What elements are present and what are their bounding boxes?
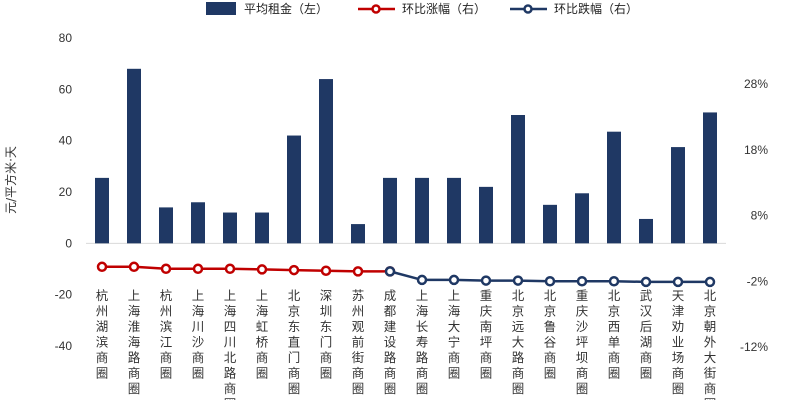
- rise-marker: [96, 261, 108, 273]
- right-tick-label: -12%: [740, 340, 768, 354]
- category-label: 天津劝业场商圈: [672, 288, 685, 396]
- fall-marker: [608, 276, 620, 287]
- category-label: 北京朝外大街商圈: [704, 288, 717, 400]
- bars: [95, 68, 717, 244]
- rise-marker: [288, 264, 300, 276]
- right-tick-label: 28%: [744, 77, 768, 91]
- rise-marker: [256, 264, 268, 275]
- bar: [607, 131, 621, 244]
- category-label: 成都建设路商圈: [384, 288, 397, 396]
- legend-label-avg-rent: 平均租金（左）: [244, 1, 328, 16]
- fall-marker: [480, 275, 492, 286]
- bar: [319, 79, 333, 244]
- left-tick-label: 0: [65, 236, 72, 250]
- left-tick-label: 60: [59, 82, 73, 96]
- fall-marker: [416, 274, 428, 286]
- left-tick-label: 80: [59, 31, 73, 45]
- bar: [255, 212, 269, 244]
- right-tick-label: 18%: [744, 143, 768, 157]
- bar: [159, 207, 173, 244]
- fall-marker: [448, 274, 460, 286]
- bar: [671, 147, 685, 244]
- category-label: 杭州滨江商圈: [160, 288, 173, 381]
- category-label: 北京鲁谷商圈: [544, 288, 557, 381]
- rise-marker: [224, 263, 236, 275]
- category-label: 北京东直门商圈: [288, 288, 301, 396]
- legend-swatch-avg-rent: [206, 2, 236, 15]
- bar: [351, 224, 365, 244]
- fall-marker: [704, 276, 716, 288]
- fall-marker: [544, 276, 556, 287]
- category-label: 重庆南坪商圈: [480, 288, 493, 381]
- legend-label-rise: 环比涨幅（右）: [402, 1, 486, 16]
- category-label: 苏州观前街商圈: [352, 288, 365, 396]
- rise-marker: [352, 266, 364, 277]
- y-axis-label: 元/平方米·天: [3, 146, 18, 214]
- bar: [127, 68, 141, 244]
- fall-marker: [640, 276, 652, 288]
- bar: [287, 135, 301, 244]
- category-label: 上海虹桥商圈: [256, 288, 269, 381]
- bar: [479, 186, 493, 244]
- bar: [95, 177, 109, 244]
- left-tick-label: 40: [59, 134, 73, 148]
- left-tick-label: 20: [59, 185, 73, 199]
- left-tick-label: -20: [55, 288, 73, 302]
- left-axis-ticks: -40 -20 0 20 40 60 80: [55, 31, 73, 353]
- left-tick-label: -40: [55, 339, 73, 353]
- category-label: 上海大宁商圈: [448, 288, 461, 381]
- fall-marker: [672, 276, 684, 288]
- category-label: 杭州湖滨商圈: [96, 288, 109, 381]
- rise-line: [102, 265, 390, 273]
- bar: [383, 177, 397, 244]
- rise-marker: [320, 265, 332, 276]
- rise-marker: [128, 261, 140, 273]
- legend-label-fall: 环比跌幅（右）: [554, 1, 638, 16]
- category-label: 上海四川北路商圈: [224, 288, 237, 400]
- bar: [191, 202, 205, 244]
- rise-marker: [160, 263, 172, 275]
- bar: [639, 218, 653, 244]
- bar: [511, 115, 525, 244]
- right-tick-label: -2%: [747, 274, 769, 288]
- category-label: 武汉后湖商圈: [640, 288, 653, 381]
- category-label: 上海川沙商圈: [192, 288, 205, 381]
- category-labels: 杭州湖滨商圈 上海淮海路商圈 杭州滨江商圈 上海川沙商圈 上海四川北路商圈 上海虹桥商圈 北…: [96, 288, 717, 400]
- bar: [223, 212, 237, 244]
- category-label: 北京远大路商圈: [512, 288, 525, 396]
- bar: [543, 204, 557, 244]
- category-label: 上海长寿路商圈: [416, 288, 429, 396]
- bar: [703, 112, 717, 244]
- fall-marker: [384, 266, 396, 277]
- right-axis-ticks: -12% -2% 8% 18% 28%: [740, 77, 768, 354]
- legend-swatch-rise-marker: [371, 4, 381, 14]
- legend-swatch-fall-marker: [523, 4, 533, 14]
- category-label: 深圳东门商圈: [320, 288, 333, 381]
- fall-marker: [576, 276, 588, 287]
- series-lines: [96, 261, 716, 288]
- category-label: 北京西单商圈: [608, 288, 621, 381]
- rise-marker: [192, 263, 204, 275]
- bar: [575, 193, 589, 244]
- bar: [447, 177, 461, 244]
- legend: 平均租金（左） 环比涨幅（右） 环比跌幅（右）: [206, 1, 638, 16]
- category-label: 上海淮海路商圈: [128, 288, 141, 396]
- fall-marker: [512, 275, 524, 286]
- right-tick-label: 8%: [751, 209, 769, 223]
- bar: [415, 177, 429, 244]
- category-label: 重庆沙坪坝商圈: [576, 288, 589, 396]
